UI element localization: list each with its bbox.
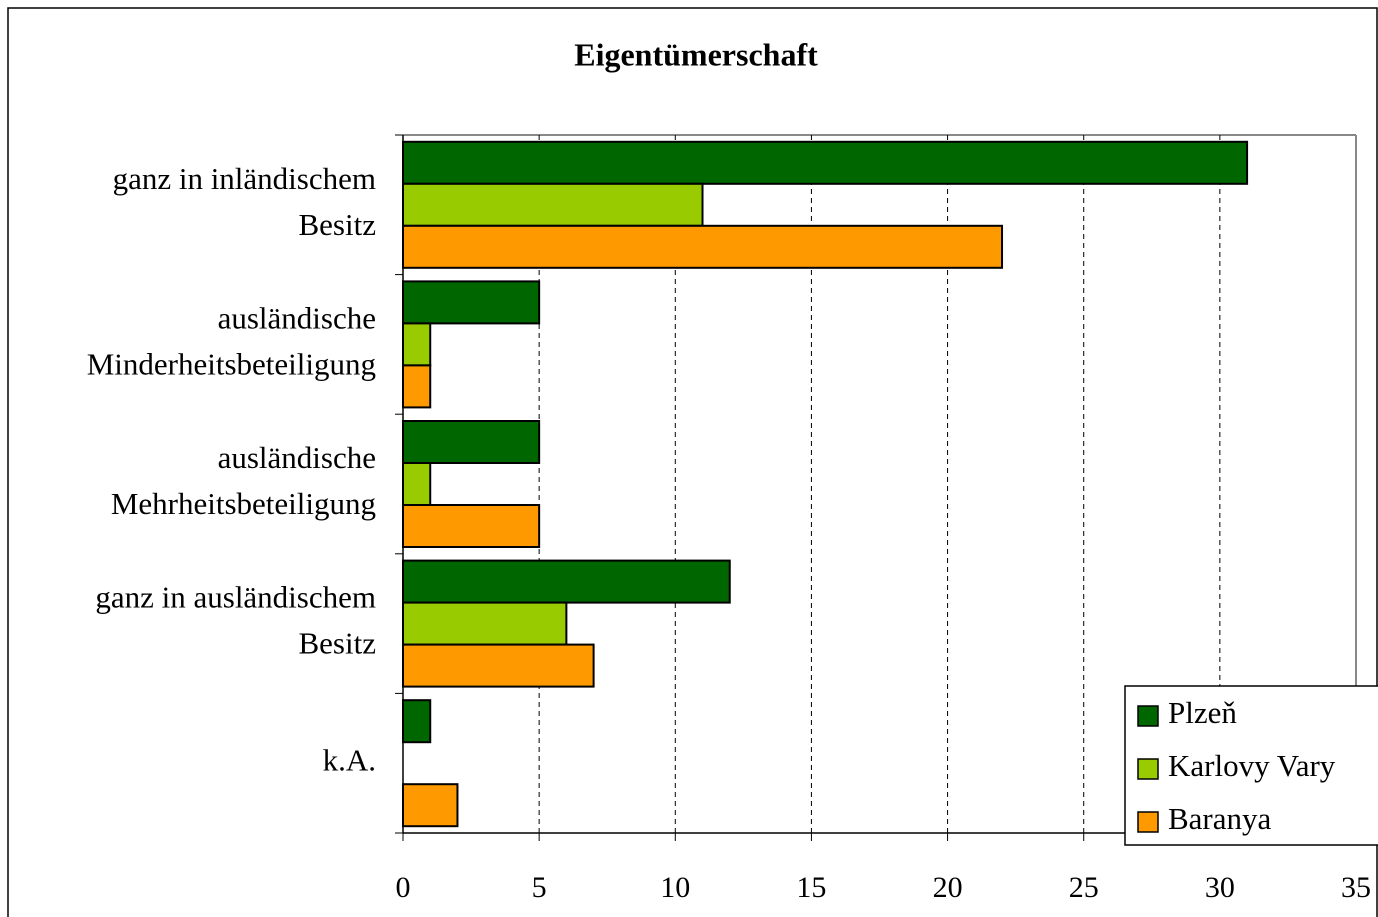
- y-tick-label: Minderheitsbeteiligung: [87, 347, 376, 382]
- legend-swatch: [1137, 811, 1159, 833]
- bar: [402, 182, 704, 227]
- bar: [402, 140, 1249, 185]
- legend-label: Karlovy Vary: [1168, 748, 1336, 783]
- x-tick-label: 10: [660, 871, 690, 904]
- x-tick-label: 25: [1069, 871, 1099, 904]
- y-tick-label: ganz in inländischem: [113, 161, 376, 196]
- bar: [402, 559, 731, 604]
- y-tick-label: ausländische: [218, 301, 376, 336]
- legend-box: [1124, 685, 1378, 846]
- legend-label: Baranya: [1168, 801, 1272, 836]
- legend-label: Plzeň: [1168, 695, 1237, 730]
- y-tick-label: Mehrheitsbeteiligung: [111, 486, 376, 521]
- x-tick-label: 0: [396, 871, 411, 904]
- bar: [402, 601, 568, 646]
- legend-swatch: [1137, 758, 1159, 780]
- x-tick-label: 35: [1341, 871, 1371, 904]
- chart-title: Eigentümerschaft: [574, 36, 818, 72]
- bar: [402, 643, 595, 688]
- y-tick-label: k.A.: [323, 742, 376, 777]
- x-tick-label: 5: [532, 871, 547, 904]
- bar: [402, 699, 432, 744]
- y-tick-label: Besitz: [299, 626, 377, 661]
- bar: [402, 504, 541, 548]
- x-tick-label: 30: [1205, 871, 1235, 904]
- bar: [402, 462, 432, 506]
- bar: [402, 364, 432, 409]
- legend-swatch: [1137, 705, 1159, 727]
- bar: [402, 322, 432, 367]
- y-tick-label: ausländische: [218, 440, 376, 475]
- bar: [402, 420, 541, 464]
- bar: [402, 224, 1004, 269]
- bar: [402, 280, 541, 325]
- y-tick-label: Besitz: [299, 207, 377, 242]
- y-tick-label: ganz in ausländischem: [95, 580, 376, 615]
- bar: [402, 783, 459, 828]
- x-tick-label: 15: [796, 871, 826, 904]
- x-tick-label: 20: [933, 871, 963, 904]
